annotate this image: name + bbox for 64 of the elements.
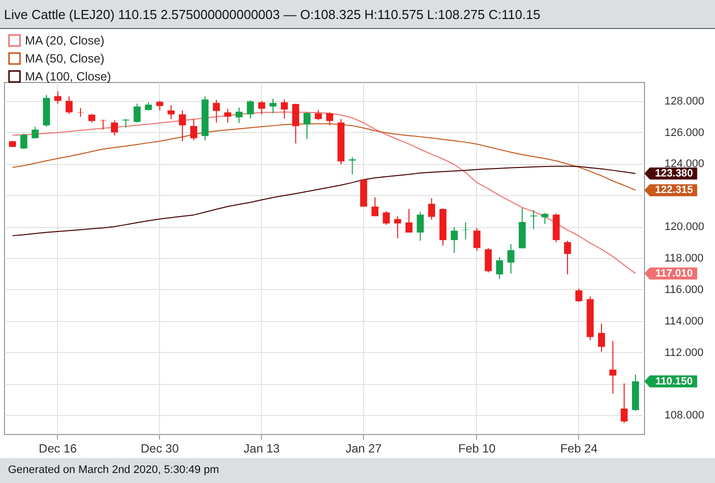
y-tick-label: 126.000 — [664, 126, 704, 139]
line-series — [12, 166, 636, 236]
x-tick-label: Feb 24 — [560, 442, 598, 456]
candlestick — [564, 240, 572, 275]
legend-label: MA (100, Close) — [25, 70, 112, 84]
candlestick — [609, 340, 616, 394]
candlestick — [224, 108, 232, 124]
candlestick — [484, 247, 492, 273]
y-tick-label: 116.000 — [664, 284, 704, 296]
candlestick — [258, 100, 266, 115]
legend-label: MA (50, Close) — [25, 52, 104, 66]
data-label: 117.010 — [655, 268, 693, 280]
candlestick — [32, 126, 39, 139]
candlestick — [190, 118, 198, 141]
candlestick — [450, 226, 458, 254]
candlestick — [575, 288, 582, 302]
candlestick — [326, 112, 334, 126]
candlestick — [620, 382, 628, 424]
candlestick — [541, 212, 548, 224]
candlestick — [530, 209, 538, 230]
chart-title: Live Cattle (LEJ20) 110.15 2.575000000000003 — O:108.325 H:110.575 L:108.275 C:110.15 — [4, 7, 540, 22]
x-tick-label: Dec 16 — [38, 442, 78, 456]
candlestick — [246, 100, 254, 120]
y-tick-label: 108.000 — [664, 410, 704, 422]
y-tick-label: 114.000 — [664, 315, 704, 328]
x-tick-label: Feb 10 — [458, 442, 496, 456]
candlestick — [416, 211, 424, 242]
y-tick-label: 128.000 — [664, 95, 704, 108]
y-tick-label: 118.000 — [664, 252, 704, 264]
candlestick — [598, 323, 606, 352]
candlestick — [66, 96, 73, 114]
candlestick — [168, 104, 175, 120]
candlestick — [156, 100, 164, 111]
data-label: 122.315 — [655, 184, 694, 196]
candlestick — [110, 120, 118, 136]
candlestick — [236, 106, 243, 124]
candlestick — [134, 103, 141, 124]
x-tick-label: Dec 30 — [140, 442, 180, 456]
candlestick — [270, 98, 277, 114]
candlestick — [473, 228, 480, 252]
y-tick-label: 120.000 — [664, 221, 704, 234]
candlestick — [382, 210, 390, 226]
candlestick — [292, 103, 300, 144]
candlestick — [212, 99, 220, 124]
candlestick — [304, 111, 311, 140]
candlestick — [405, 208, 412, 234]
candlestick — [507, 244, 514, 274]
candlestick — [428, 198, 436, 220]
candlestick — [100, 119, 107, 130]
candlestick — [54, 90, 62, 104]
candlestick — [496, 256, 504, 280]
text: 110.150 — [655, 375, 693, 388]
candlestick — [314, 109, 322, 121]
candlestick — [178, 110, 186, 142]
y-tick-label: 112.000 — [664, 346, 704, 359]
candlestick — [280, 98, 288, 120]
candlestick — [20, 132, 28, 150]
candlestick — [394, 216, 402, 239]
legend-label: MA (20, Close) — [25, 34, 104, 48]
text: Generated on March 2nd 2020, 5:30:49 pm — [7, 463, 220, 478]
candlestick — [371, 196, 378, 217]
x-tick-label: Jan 13 — [244, 442, 280, 456]
x-tick-label: Jan 27 — [346, 442, 382, 456]
candlestick — [462, 222, 470, 240]
